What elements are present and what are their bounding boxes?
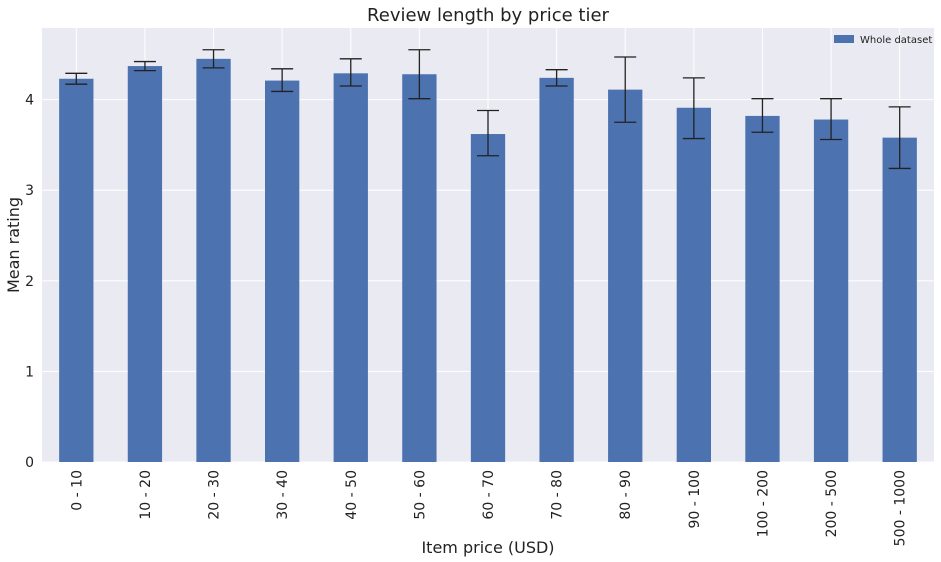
x-tick-label: 80 - 90	[618, 470, 634, 520]
x-tick-label: 20 - 30	[207, 470, 223, 520]
x-tick-label: 0 - 10	[69, 470, 85, 511]
bar	[882, 137, 917, 463]
x-tick-label: 200 - 500	[824, 470, 840, 537]
legend-label: Whole dataset	[860, 35, 932, 46]
legend-swatch	[834, 35, 854, 43]
x-tick-label: 30 - 40	[275, 470, 291, 520]
y-tick-label: 2	[25, 274, 34, 290]
bar	[333, 73, 368, 463]
chart-title: Review length by price tier	[367, 5, 609, 26]
legend: Whole dataset	[834, 35, 932, 46]
x-tick-label: 50 - 60	[412, 470, 428, 520]
bar	[470, 134, 506, 462]
x-tick-label: 70 - 80	[550, 470, 566, 520]
bar	[813, 119, 849, 463]
y-tick-label: 1	[25, 364, 34, 380]
bar	[127, 66, 163, 462]
y-tick-label: 3	[25, 183, 34, 199]
x-tick-label: 500 - 1000	[893, 470, 909, 546]
bar	[745, 115, 780, 463]
bar	[676, 107, 711, 462]
bar	[539, 77, 574, 462]
bar	[265, 80, 300, 462]
y-axis-label: Mean rating	[4, 197, 23, 293]
y-axis-ticks: 0 1 2 3 4	[25, 93, 34, 471]
bar-series	[59, 58, 917, 463]
bar	[59, 78, 94, 463]
x-axis-ticks: 0 - 10 10 - 20 20 - 30 30 - 40 40 - 50 50 - 6…	[69, 470, 908, 546]
x-tick-label: 90 - 100	[687, 470, 703, 529]
x-tick-label: 100 - 200	[755, 470, 771, 537]
x-tick-label: 40 - 50	[344, 470, 360, 520]
x-tick-label: 60 - 70	[481, 470, 497, 520]
bar	[608, 89, 643, 462]
x-axis-label: Item price (USD)	[421, 538, 554, 557]
error-bars	[65, 49, 911, 170]
y-tick-label: 4	[25, 93, 34, 109]
x-tick-label: 10 - 20	[138, 470, 154, 520]
bar	[402, 74, 437, 463]
bar	[196, 58, 231, 463]
y-tick-label: 0	[25, 455, 34, 471]
